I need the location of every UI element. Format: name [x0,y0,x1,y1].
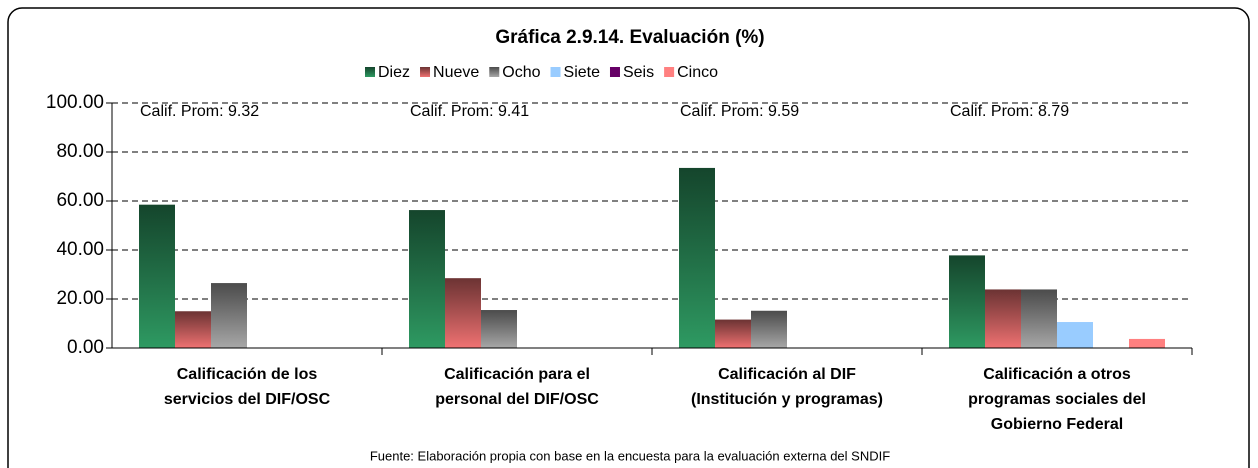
bar [985,289,1021,348]
legend-label: Ocho [502,64,540,81]
bar [1057,322,1093,348]
annotation: Calif. Prom: 9.59 [680,103,799,120]
bar [715,319,751,348]
bar [175,311,211,348]
bar [139,204,175,348]
legend-label: Diez [378,64,410,81]
annotation: Calif. Prom: 9.32 [140,103,259,120]
legend-swatch [550,67,561,77]
y-tick-label: 20.00 [56,288,104,309]
legend-swatch [609,67,620,77]
bar [481,310,517,348]
annotation: Calif. Prom: 8.79 [950,103,1069,120]
bar [679,167,715,348]
bar [409,210,445,348]
y-tick-label: 100.00 [46,92,104,113]
source-note: Fuente: Elaboración propia con base en l… [370,448,890,463]
chart-frame [7,7,1250,468]
x-tick-label: Calificación al DIF (Institución y progr… [690,366,884,408]
x-tick-label: Calificación para el personal del DIF/OS… [435,366,599,408]
legend-swatch [664,67,675,77]
bar [445,278,481,348]
y-tick-label: 80.00 [56,141,104,162]
legend-label: Cinco [677,64,718,81]
bar [949,255,985,348]
legend-swatch [489,67,500,77]
y-tick-label: 0.00 [67,337,104,358]
chart-title: Gráfica 2.9.14. Evaluación (%) [495,27,764,48]
bar [211,283,247,348]
legend-swatch [365,67,375,77]
legend-swatch [420,67,431,77]
legend-label: Nueve [433,64,479,81]
y-tick-label: 60.00 [56,190,104,211]
bar [1021,289,1057,348]
y-tick-label: 40.00 [56,239,104,260]
legend-label: Siete [564,64,601,81]
bar [1129,338,1165,348]
bar [751,310,787,348]
x-tick-label: Calificación a otros programas sociales … [968,366,1146,433]
legend-label: Seis [623,64,654,81]
annotation: Calif. Prom: 9.41 [410,103,529,120]
x-tick-label: Calificación de los servicios del DIF/OS… [163,366,331,408]
